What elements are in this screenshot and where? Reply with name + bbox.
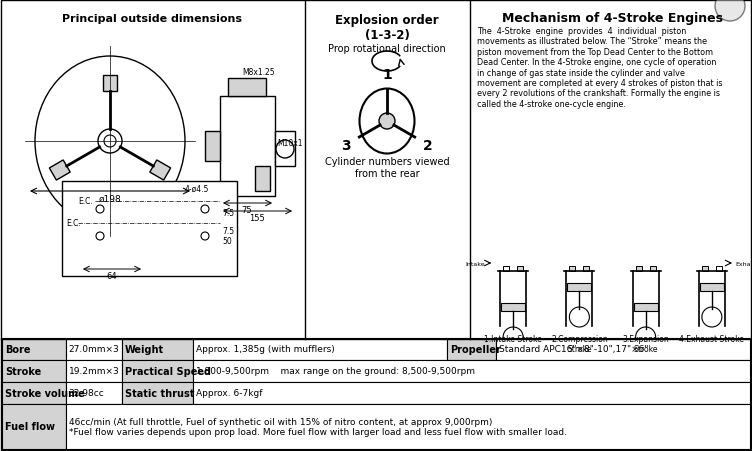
Circle shape (96, 232, 104, 240)
Polygon shape (50, 161, 70, 181)
Bar (635, 267, 641, 272)
Circle shape (702, 307, 722, 327)
Bar (2, 382, 65, 404)
Text: Prop rotational direction: Prop rotational direction (328, 44, 446, 54)
Text: 4.Exhaust Stroke: 4.Exhaust Stroke (679, 334, 744, 343)
Circle shape (379, 114, 395, 130)
Bar (716, 267, 722, 272)
Bar (193, 382, 750, 404)
Bar (2, 404, 65, 449)
Text: Bore: Bore (5, 344, 31, 354)
Text: Standard APC16"×8"-10",17"×6": Standard APC16"×8"-10",17"×6" (499, 345, 648, 354)
Text: 7.5: 7.5 (222, 209, 234, 218)
Circle shape (104, 136, 116, 147)
Ellipse shape (359, 89, 414, 154)
Bar (501, 304, 525, 311)
Text: E.C.: E.C. (78, 197, 92, 206)
Bar (503, 267, 509, 272)
Bar (634, 304, 658, 311)
Bar (700, 283, 724, 291)
Text: Intake: Intake (465, 261, 485, 266)
Text: Explosion order
(1-3-2): Explosion order (1-3-2) (335, 14, 439, 42)
Bar (205, 132, 220, 161)
Polygon shape (103, 76, 117, 92)
Text: Propeller: Propeller (450, 344, 501, 354)
Text: Fuel flow: Fuel flow (5, 422, 55, 432)
Text: Principal outside dimensions: Principal outside dimensions (62, 14, 242, 24)
Circle shape (635, 327, 656, 347)
Bar (569, 267, 575, 272)
Text: 4-ø4.5: 4-ø4.5 (185, 184, 209, 193)
Text: Stroke volume: Stroke volume (5, 388, 85, 398)
Circle shape (503, 327, 523, 347)
Circle shape (276, 141, 294, 159)
Bar (65, 382, 122, 404)
Bar (702, 267, 708, 272)
Text: E.C.: E.C. (66, 219, 80, 228)
Text: M10x1: M10x1 (277, 139, 302, 148)
Bar (122, 338, 193, 360)
Circle shape (98, 130, 122, 154)
Bar (447, 338, 496, 360)
Text: 27.0mm×3: 27.0mm×3 (68, 345, 120, 354)
Bar (65, 404, 750, 449)
Text: M8x1.25: M8x1.25 (242, 68, 274, 77)
Text: 2: 2 (423, 138, 432, 152)
Bar (65, 360, 122, 382)
Text: Exhaust: Exhaust (736, 261, 752, 266)
Text: The  4-Stroke  engine  provides  4  individual  piston
movements as illustrated : The 4-Stroke engine provides 4 individua… (477, 27, 723, 109)
Circle shape (715, 0, 745, 22)
Text: 3.Expansion
Stroke: 3.Expansion Stroke (622, 334, 669, 354)
Text: Stroke: Stroke (5, 366, 41, 376)
Bar (255, 166, 270, 192)
Text: 75: 75 (241, 206, 253, 215)
Text: Cylinder numbers viewed
from the rear: Cylinder numbers viewed from the rear (325, 156, 449, 178)
Bar (2, 360, 65, 382)
Text: ø198: ø198 (99, 194, 121, 203)
Text: 3: 3 (341, 138, 351, 152)
Ellipse shape (35, 57, 185, 226)
Bar (62, 182, 237, 276)
Bar (122, 360, 193, 382)
Text: 19.2mm×3: 19.2mm×3 (68, 367, 120, 376)
Text: 2.Compression
Stroke: 2.Compression Stroke (551, 334, 608, 354)
Text: 155: 155 (249, 213, 265, 222)
Text: Mechanism of 4-Stroke Engines: Mechanism of 4-Stroke Engines (502, 12, 723, 25)
Bar (220, 97, 275, 197)
Circle shape (96, 206, 104, 213)
Bar (567, 283, 591, 291)
Bar (2, 338, 65, 360)
Text: 46cc/min (At full throttle, Fuel of synthetic oil with 15% of nitro content, at : 46cc/min (At full throttle, Fuel of synt… (68, 417, 566, 436)
Text: Static thrust: Static thrust (125, 388, 194, 398)
Text: 1,800-9,500rpm    max range on the ground: 8,500-9,500rpm: 1,800-9,500rpm max range on the ground: … (196, 367, 475, 376)
Bar (496, 338, 750, 360)
Bar (275, 132, 295, 166)
Bar (228, 79, 266, 97)
Bar (584, 267, 590, 272)
Bar (122, 382, 193, 404)
Text: Practical Speed: Practical Speed (125, 366, 211, 376)
Text: Approx. 1,385g (with mufflers): Approx. 1,385g (with mufflers) (196, 345, 335, 354)
Bar (650, 267, 656, 272)
Circle shape (201, 206, 209, 213)
Bar (193, 360, 750, 382)
Text: 32.98cc: 32.98cc (68, 389, 105, 398)
Bar (517, 267, 523, 272)
Text: Approx. 6-7kgf: Approx. 6-7kgf (196, 389, 262, 398)
Bar (65, 338, 122, 360)
Circle shape (201, 232, 209, 240)
Text: 50: 50 (222, 237, 232, 246)
Text: 1.Intake Stroke: 1.Intake Stroke (484, 334, 542, 343)
Bar (193, 338, 447, 360)
Text: 64: 64 (107, 272, 117, 281)
Circle shape (569, 307, 590, 327)
Text: 1: 1 (382, 68, 392, 82)
Text: Weight: Weight (125, 344, 164, 354)
Polygon shape (150, 161, 171, 181)
Text: 7.5: 7.5 (222, 227, 234, 236)
